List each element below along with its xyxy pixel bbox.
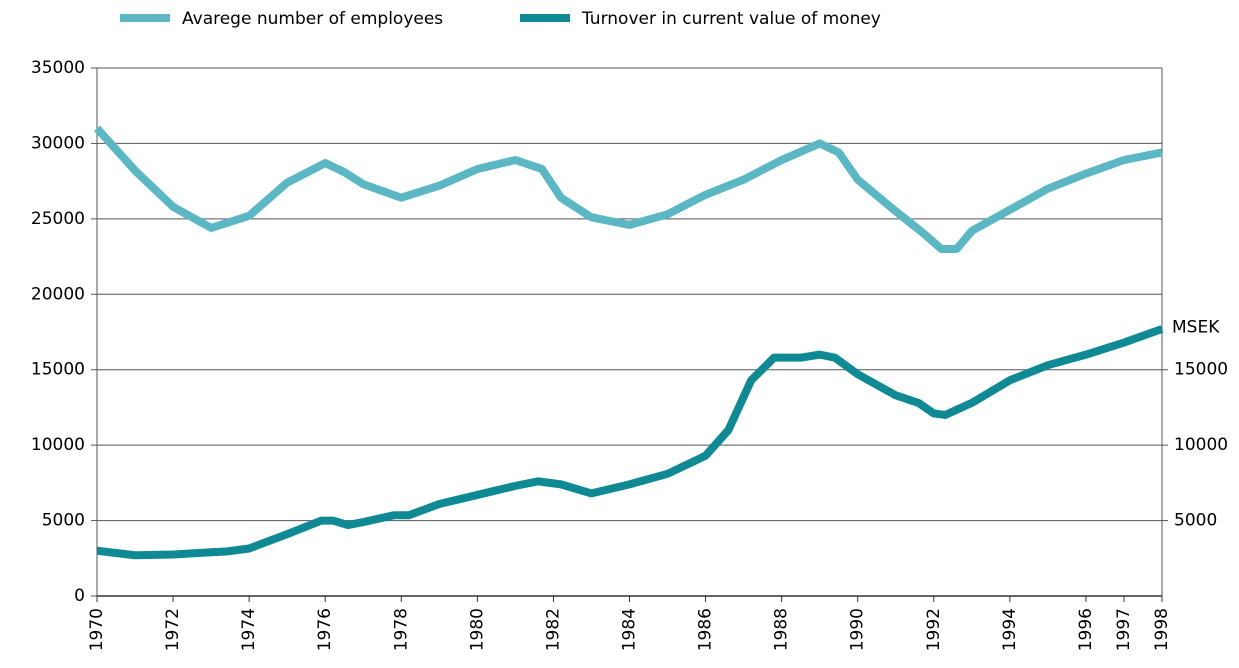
y2-tick-label: 15000	[1174, 360, 1228, 380]
legend-swatch	[120, 14, 170, 22]
line-series	[96, 325, 1164, 560]
x-tick-label: 1997	[1114, 608, 1134, 651]
y-tick-label: 15000	[31, 360, 85, 380]
y-tick-label: 35000	[31, 58, 85, 78]
x-tick-label: 1978	[391, 608, 411, 651]
x-tick-label: 1980	[467, 608, 487, 651]
x-tick-label: 1974	[239, 608, 259, 651]
x-tick-label: 1996	[1076, 608, 1096, 651]
legend-swatch	[520, 14, 570, 22]
y-tick-label: 0	[74, 586, 85, 606]
x-tick-label: 1970	[87, 608, 107, 651]
x-tick-label: 1994	[1000, 608, 1020, 651]
x-tick-label: 1998	[1152, 608, 1172, 651]
x-tick-label: 1972	[163, 608, 183, 651]
y2-tick-label: 5000	[1174, 511, 1217, 531]
x-tick-label: 1976	[315, 608, 335, 651]
legend-label: Turnover in current value of money	[581, 9, 881, 29]
y2-tick-label: 10000	[1174, 435, 1228, 455]
x-tick-label: 1984	[620, 608, 640, 651]
y-tick-label: 5000	[42, 511, 85, 531]
line-series	[94, 125, 1163, 254]
x-tick-label: 1988	[772, 608, 792, 651]
y-tick-label: 20000	[31, 284, 85, 304]
x-tick-label: 1986	[696, 608, 716, 651]
y-tick-label: 30000	[31, 133, 85, 153]
legend-label: Avarege number of employees	[182, 9, 443, 29]
y-tick-label: 25000	[31, 209, 85, 229]
y-tick-label: 10000	[31, 435, 85, 455]
x-tick-label: 1982	[543, 608, 563, 651]
y2-axis-label: MSEK	[1172, 318, 1220, 338]
x-tick-label: 1990	[848, 608, 868, 651]
x-tick-label: 1992	[924, 608, 944, 651]
